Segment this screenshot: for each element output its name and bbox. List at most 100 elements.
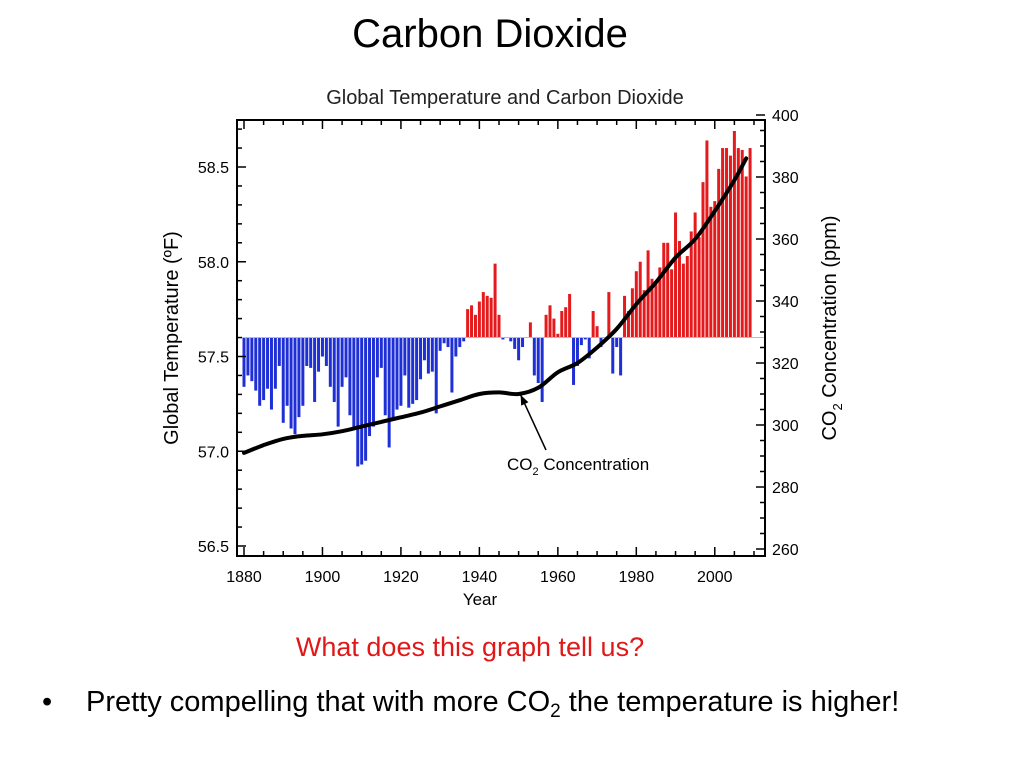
temperature-bar-1936 [462,337,466,342]
temperature-bar-1896 [305,337,309,366]
temperature-bar-1884 [258,337,262,406]
temperature-bar-1938 [470,305,474,338]
temperature-bar-1943 [489,297,493,338]
temperature-bar-1931 [442,337,446,344]
temperature-bar-1982 [642,290,646,338]
temperature-bar-1961 [560,311,564,338]
y-right-tick-label-400: 400 [772,108,799,125]
temperature-bar-1910 [360,337,364,465]
temperature-bar-1898 [313,337,317,402]
temperature-bar-1992 [681,263,685,338]
x-axis-label: Year [463,590,498,609]
temperature-bar-2001 [717,168,721,338]
annotation-arrow [519,394,547,451]
temperature-bar-1956 [540,337,544,402]
temperature-bar-1927 [426,337,430,374]
temperature-bar-1901 [324,337,328,366]
temperature-bar-1967 [583,337,587,340]
temperature-bar-1964 [572,337,576,385]
question-text: What does this graph tell us? [295,632,645,662]
y-right-tick-label-360: 360 [772,232,799,249]
temperature-bar-1944 [493,263,497,338]
temperature-bar-1934 [454,337,458,357]
temperature-bar-1975 [615,337,619,348]
temperature-bar-1955 [536,337,540,384]
y-left-tick-label-58.5: 58.5 [198,160,229,177]
x-tick-label-1900: 1900 [305,569,341,586]
temperature-bar-1913 [371,337,375,427]
temperature-bar-1939 [473,314,477,338]
y-right-tick-label-260: 260 [772,542,799,559]
temperature-bar-1995 [693,212,697,338]
temperature-bar-1921 [403,337,407,376]
temperature-bar-2000 [713,201,717,338]
bullet-marker: • [42,686,53,718]
y-left-tick-label-57.5: 57.5 [198,350,229,367]
x-axis-ticks: 1880 1900 1920 1940 1960 1980 2000 [226,120,755,586]
temperature-bar-1919 [395,337,399,410]
temperature-bar-1904 [336,337,340,427]
temperature-bar-1915 [379,337,383,368]
temperature-bar-1894 [297,337,301,418]
temperature-bar-1986 [658,267,662,338]
temperature-bar-2005 [732,131,736,338]
temperature-bar-1990 [674,212,678,338]
temperature-bar-1899 [317,337,321,372]
temperature-bar-1960 [556,333,560,338]
temperature-bar-1908 [352,337,356,429]
temperature-bar-1969 [591,311,595,338]
temperature-bar-2009 [748,148,752,338]
slide-title: Carbon Dioxide [352,12,628,56]
temperature-bar-1974 [611,337,615,374]
temperature-bar-1912 [368,337,372,437]
x-tick-label-1880: 1880 [226,569,262,586]
temperature-bar-1907 [348,337,352,416]
x-tick-label-1980: 1980 [619,569,655,586]
temperature-bar-1887 [269,337,273,410]
temperature-bar-1984 [650,278,654,338]
temperature-bar-1951 [521,337,525,348]
temperature-bar-1946 [501,337,505,340]
temperature-bar-2004 [728,155,732,338]
temperature-bar-1993 [685,256,689,338]
temperature-bar-1978 [626,311,630,338]
y-right-tick-label-300: 300 [772,418,799,435]
temperature-bar-1889 [277,337,281,366]
temperature-bar-1988 [666,242,670,338]
temperature-bar-1893 [293,337,297,435]
y-right-tick-label-380: 380 [772,170,799,187]
temperature-bar-1880 [242,337,246,387]
temperature-bar-1922 [407,337,411,408]
annotation-arrowhead [520,394,529,406]
temperature-bar-1953 [528,322,532,338]
temperature-bar-1976 [619,337,623,376]
temperature-bar-1959 [552,318,556,338]
temperature-bar-1906 [344,337,348,378]
temperature-bar-1895 [301,337,305,406]
y-right-tick-label-340: 340 [772,294,799,311]
temperature-bar-1957 [544,314,548,338]
bullet-point: • Pretty compelling that with more CO2 th… [42,686,899,723]
temperature-bar-1890 [281,337,285,423]
temperature-bar-1968 [587,337,591,359]
temperature-bars [242,131,752,467]
temperature-bar-1998 [705,140,709,338]
temperature-bar-1965 [575,337,579,366]
temperature-bar-1996 [697,237,701,338]
temperature-bar-1886 [266,337,270,389]
temperature-bar-1905 [340,337,344,387]
temperature-bar-1914 [375,337,379,378]
temperature-bar-1883 [254,337,258,391]
bullet-text-end: the temperature is higher! [560,686,900,718]
temperature-bar-1932 [446,337,450,348]
temperature-bar-1928 [430,337,434,372]
temperature-bar-1999 [709,206,713,338]
temperature-bar-1891 [285,337,289,406]
temperature-bar-2007 [740,149,744,338]
temperature-bar-1948 [509,337,513,342]
temperature-bar-1935 [458,337,462,348]
temperature-bar-1920 [399,337,403,406]
temperature-bar-1929 [434,337,438,414]
y-left-tick-label-56.5: 56.5 [198,539,229,556]
